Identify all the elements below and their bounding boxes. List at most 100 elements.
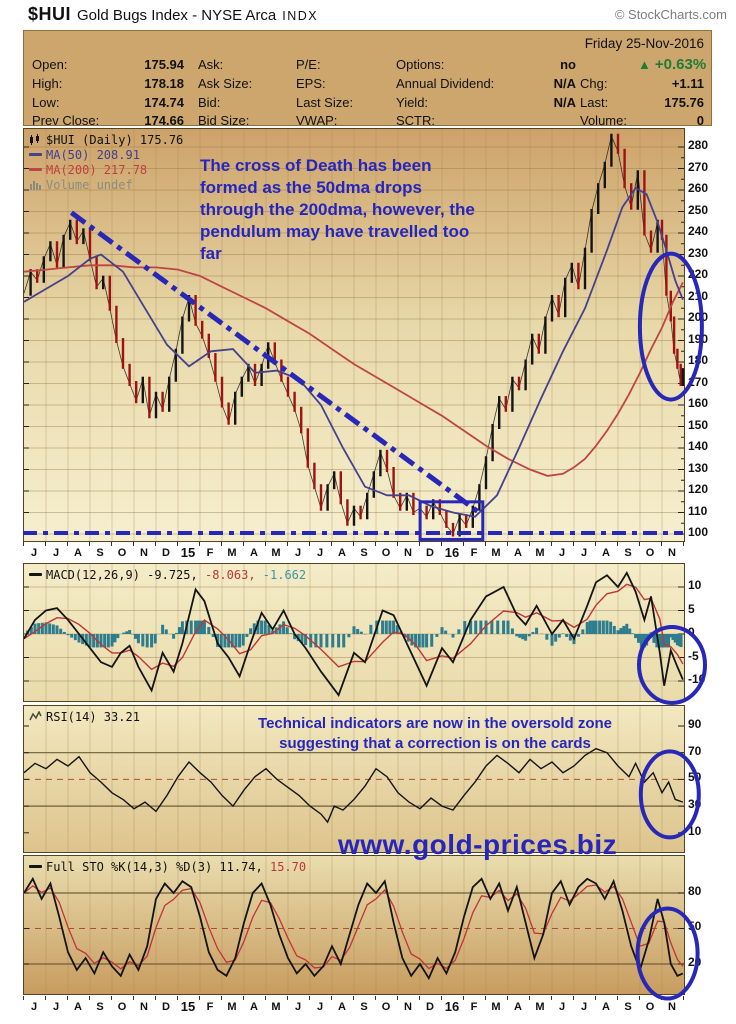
death-cross-annotation: The cross of Death has been formed as th… — [200, 156, 475, 263]
month-tick — [89, 542, 90, 546]
month-tick — [639, 542, 640, 546]
month-tick — [155, 996, 156, 1000]
month-label: A — [338, 1001, 346, 1013]
ma50-swatch-icon — [29, 153, 42, 156]
month-label: M — [227, 547, 237, 559]
month-tick — [683, 996, 684, 1000]
month-label: M — [491, 547, 501, 559]
month-label: A — [74, 1001, 82, 1013]
month-label: 16 — [444, 545, 460, 560]
series-line — [24, 264, 684, 477]
open-value: 175.94 — [144, 57, 184, 72]
macd-histogram-bar — [430, 634, 434, 647]
macd-histogram-bar — [267, 624, 271, 634]
candlestick-icon — [29, 134, 42, 145]
bid-label: Bid: — [198, 95, 221, 110]
volume-value: 0 — [696, 113, 704, 128]
month-label: J — [316, 1001, 324, 1013]
month-label: J — [580, 547, 588, 559]
macd-histogram-bar — [510, 628, 514, 634]
symbol: $HUI — [28, 4, 72, 24]
low-value: 174.74 — [144, 95, 184, 110]
annual-dividend-label: Annual Dividend: — [396, 76, 495, 91]
macd-histogram-bar — [616, 630, 620, 634]
macd-histogram-bar — [282, 621, 286, 634]
macd-histogram-bar — [421, 634, 425, 648]
quote-row: High: 178.18 Ask Size: EPS: Annual Divid… — [32, 75, 706, 92]
month-tick — [309, 542, 310, 546]
month-tick — [463, 542, 464, 546]
macd-histogram-bar — [175, 632, 179, 634]
macd-histogram-bar — [141, 634, 145, 647]
last-label: Last: — [580, 95, 609, 110]
macd-histogram-bar — [256, 620, 260, 634]
vwap-label: VWAP: — [296, 113, 338, 128]
change-percent: ▲ +0.63% — [638, 56, 707, 73]
high-value: 178.18 — [144, 76, 184, 91]
month-tick — [287, 996, 288, 1000]
macd-histogram-bar — [219, 634, 223, 648]
macd-histogram-bar — [634, 634, 638, 639]
y-axis-label: 160 — [688, 396, 709, 410]
month-label: D — [426, 547, 434, 559]
month-tick — [573, 542, 574, 546]
exchange-label: INDX — [282, 9, 319, 23]
macd-histogram-bar — [40, 622, 44, 634]
month-label: D — [426, 1001, 434, 1013]
month-label: N — [404, 1001, 412, 1013]
month-label: S — [624, 547, 632, 559]
macd-histogram-bar — [88, 634, 92, 648]
macd-histogram-bar — [342, 634, 346, 648]
macd-histogram-bar — [77, 634, 81, 643]
title-bar: $HUI Gold Bugs Index - NYSE Arca INDX © St… — [28, 4, 728, 28]
macd-histogram-bar — [70, 634, 74, 638]
month-label: J — [294, 1001, 302, 1013]
annual-dividend-value: N/A — [553, 76, 576, 91]
macd-chart — [24, 564, 684, 701]
macd-histogram-bar — [369, 624, 373, 634]
macd-histogram-bar — [352, 626, 356, 634]
macd-legend: MACD(12,26,9) -9.725, -8.063, -1.662 — [29, 567, 306, 582]
macd-histogram-bar — [189, 620, 193, 634]
month-tick — [661, 542, 662, 546]
month-label: A — [514, 1001, 522, 1013]
macd-histogram-bar — [576, 634, 580, 637]
macd-histogram-bar — [153, 634, 157, 644]
month-label: M — [271, 1001, 281, 1013]
ma50-legend-line: MA(50) 208.91 — [29, 147, 183, 162]
macd-histogram-bar — [490, 620, 494, 634]
macd-histogram-bar — [145, 634, 149, 648]
macd-histogram-bar — [639, 634, 643, 648]
macd-histogram-bar — [234, 634, 238, 648]
macd-histogram-bar — [612, 625, 616, 634]
macd-histogram-bar — [496, 620, 500, 634]
y-axis-label: 70 — [688, 743, 702, 758]
macd-histogram-bar — [150, 634, 154, 648]
month-label: 15 — [180, 545, 196, 560]
rsi-legend-line: RSI(14) 33.21 — [29, 709, 140, 724]
macd-histogram-bar — [103, 634, 107, 648]
month-tick — [463, 996, 464, 1000]
y-axis-label: 50 — [688, 919, 702, 934]
y-axis-label: 270 — [688, 159, 709, 174]
stochastics-panel: Full STO %K(14,3) %D(3) 11.74, 15.70 — [23, 855, 685, 995]
volume-bars-icon — [29, 179, 42, 190]
macd-histogram-bar — [207, 627, 211, 634]
macd-histogram-bar — [331, 634, 335, 648]
month-tick — [617, 996, 618, 1000]
macd-histogram-bar — [506, 620, 510, 634]
month-label: S — [360, 1001, 368, 1013]
macd-histogram-bar — [177, 627, 181, 634]
month-tick — [45, 996, 46, 1000]
volume-legend-line: Volume undef — [29, 177, 183, 192]
month-tick — [23, 996, 24, 1000]
macd-histogram-bar — [260, 620, 264, 634]
month-label: F — [470, 1001, 478, 1013]
rsi-panel: RSI(14) 33.21 — [23, 705, 685, 853]
macd-histogram-bar — [384, 620, 388, 634]
macd-histogram-bar — [314, 634, 318, 648]
macd-histogram-bar — [99, 634, 103, 648]
month-label: 15 — [180, 999, 196, 1014]
month-tick — [133, 542, 134, 546]
macd-histogram-bar — [451, 634, 455, 638]
